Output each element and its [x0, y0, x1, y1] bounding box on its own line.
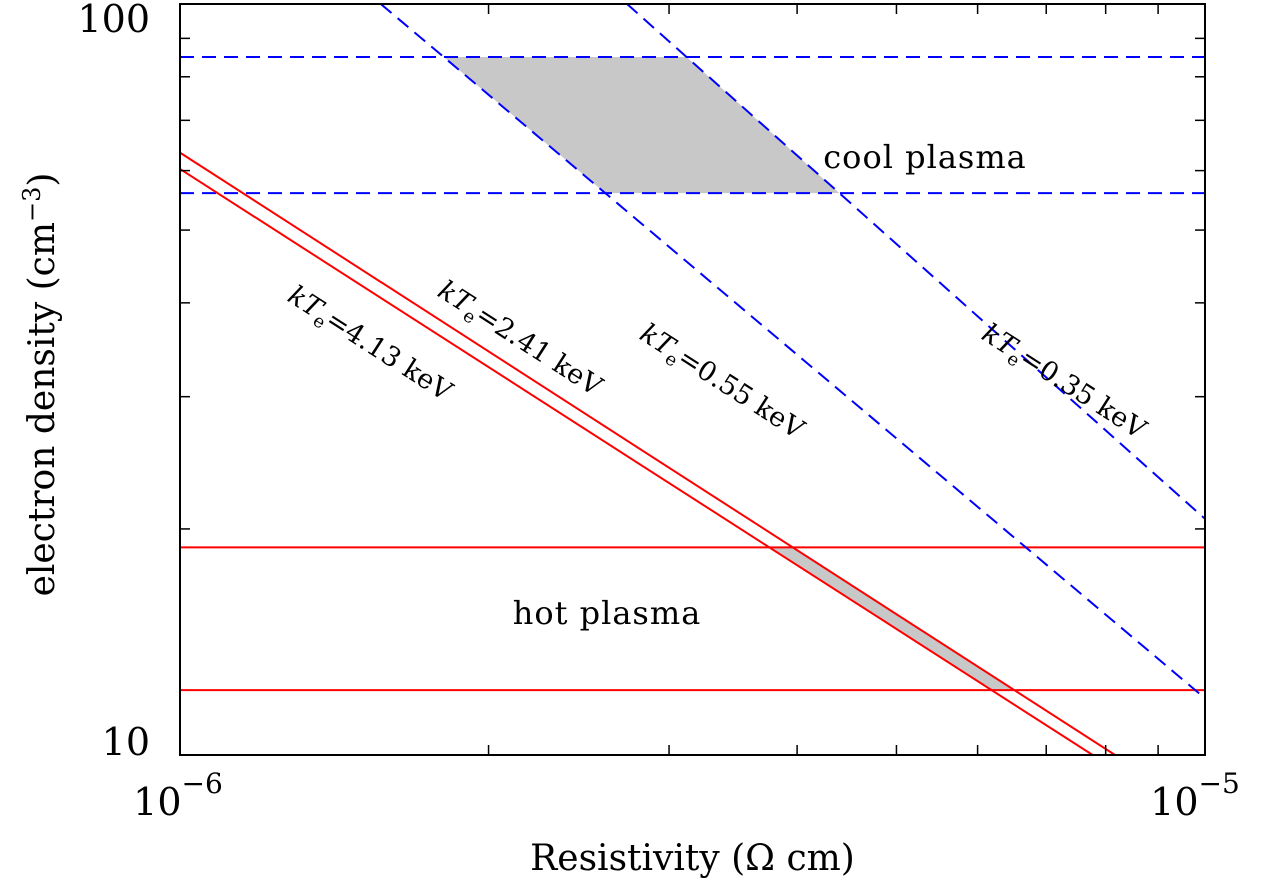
hot-plasma-region: [769, 547, 1015, 691]
series-label-3: kTe=0.55 keV: [632, 318, 810, 449]
axis-ticks: [180, 4, 1205, 755]
plot-frame: [179, 3, 1206, 756]
series-label-rest: =0.55 keV: [672, 342, 810, 446]
x-tick-label-exponent: −6: [182, 767, 223, 800]
y-axis-title-main: electron density (cm: [22, 222, 63, 596]
density-bounds: [180, 56, 1205, 692]
series-label-4: kTe=0.35 keV: [974, 318, 1152, 449]
series-line-4: [626, 4, 1205, 521]
x-tick-label-base: 10: [133, 780, 181, 824]
x-axis-title: Resistivity (Ω cm): [530, 838, 855, 879]
cool-plasma-region: [443, 57, 840, 194]
x-tick-label-base: 10: [1150, 780, 1198, 824]
series-label-rest: =4.13 keV: [320, 304, 458, 408]
y-axis-title: electron density (cm−3): [18, 173, 63, 597]
x-tick-label: 10−5: [1150, 767, 1240, 824]
y-tick-label: 100: [77, 0, 150, 41]
temperature-lines: [180, 4, 1205, 755]
series-line-2: [180, 151, 1116, 755]
y-axis-title-exponent: −3: [18, 187, 46, 222]
series-label-1: kTe=4.13 keV: [280, 280, 458, 411]
x-tick-label: 10−6: [133, 767, 223, 824]
y-tick-label: 10: [102, 720, 150, 764]
shaded-regions: [443, 57, 1015, 691]
y-axis-title-close: ): [22, 173, 63, 187]
series-line-1: [180, 168, 1094, 755]
series-line-3: [380, 4, 1205, 700]
series-label-rest: =0.35 keV: [1014, 342, 1152, 446]
x-tick-label-exponent: −5: [1199, 767, 1240, 800]
cool-plasma-label: cool plasma: [823, 138, 1027, 176]
hot-plasma-label: hot plasma: [513, 594, 702, 632]
series-label-rest: =2.41 keV: [470, 299, 608, 403]
